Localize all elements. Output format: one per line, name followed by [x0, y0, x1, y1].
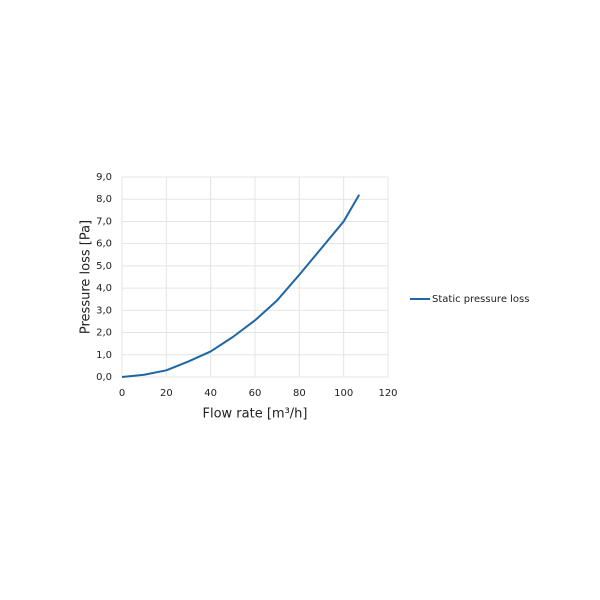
- legend-label: Static pressure loss: [432, 294, 529, 305]
- y-axis-title: Pressure loss [Pa]: [79, 220, 94, 334]
- y-tick-label: 5,0: [96, 261, 112, 272]
- y-tick-label: 1,0: [96, 350, 112, 361]
- x-tick-label: 60: [249, 388, 262, 399]
- x-tick-label: 0: [119, 388, 125, 399]
- y-tick-label: 6,0: [96, 239, 112, 250]
- x-tick-label: 100: [334, 388, 353, 399]
- line-series: [121, 194, 361, 378]
- y-tick-label: 0,0: [96, 372, 112, 383]
- y-tick-label: 8,0: [96, 194, 112, 205]
- y-tick-label: 7,0: [96, 216, 112, 227]
- y-tick-label: 9,0: [96, 172, 112, 183]
- y-tick-label: 4,0: [96, 283, 112, 294]
- x-axis-title: Flow rate [m³/h]: [203, 407, 308, 422]
- y-tick-label: 2,0: [96, 328, 112, 339]
- x-tick-label: 20: [160, 388, 173, 399]
- x-tick-label: 80: [293, 388, 306, 399]
- y-tick-label: 3,0: [96, 305, 112, 316]
- x-tick-label: 120: [378, 388, 397, 399]
- x-tick-label: 40: [204, 388, 217, 399]
